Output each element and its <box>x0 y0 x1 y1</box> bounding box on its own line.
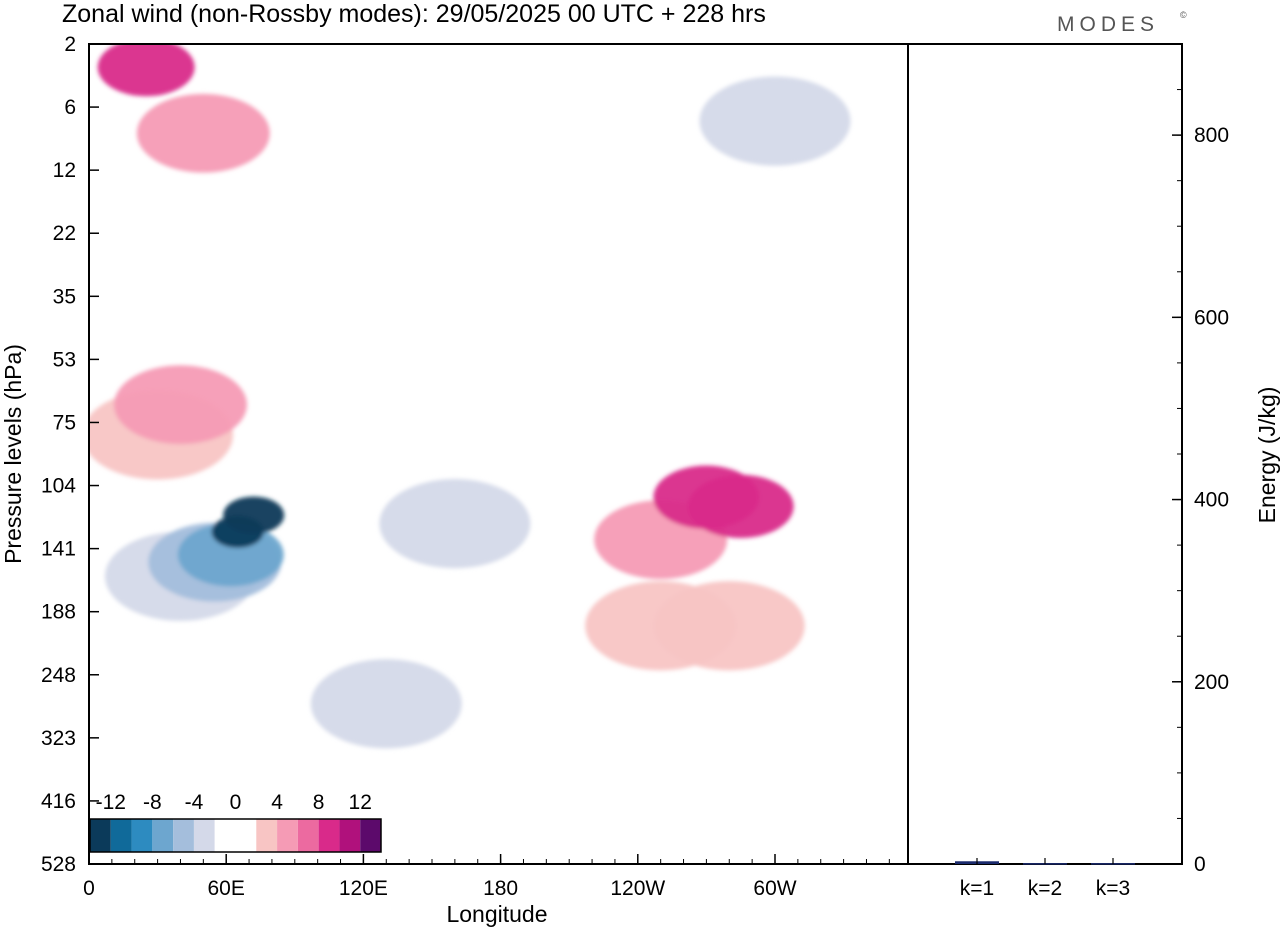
colorbar-label: -4 <box>185 791 204 814</box>
y-tick-label: 35 <box>53 285 76 308</box>
colorbar-swatch <box>277 819 298 852</box>
heatmap-region <box>379 479 531 569</box>
x-tick-label: 180 <box>483 877 518 900</box>
colorbar-label: 8 <box>313 791 325 814</box>
colorbar-swatch <box>318 819 340 852</box>
colorbar-swatch <box>297 819 319 852</box>
y-tick-label: 528 <box>41 853 76 876</box>
colorbar-frame <box>89 818 382 853</box>
heatmap-region <box>687 474 794 538</box>
heatmap-region <box>113 365 247 445</box>
x-tick-label: 60W <box>753 877 796 900</box>
x-axis-label: Longitude <box>446 901 547 927</box>
y-tick-label: 141 <box>41 538 76 561</box>
y-tick-label: 12 <box>53 159 76 182</box>
x-tick-label: 120W <box>610 877 665 900</box>
colorbar-label: 4 <box>271 791 283 814</box>
energy-panel: 0 200 400 600 800 k=1 k=2 k=3 <box>955 43 1229 900</box>
energy-tick-label: 400 <box>1194 489 1229 512</box>
energy-tick-label: 200 <box>1194 671 1229 694</box>
x-tick-label: 60E <box>208 877 245 900</box>
colorbar-label: -8 <box>143 791 162 814</box>
heatmap-region <box>653 581 805 671</box>
energy-category-label: k=2 <box>1028 877 1062 900</box>
heatmap-region <box>136 93 270 173</box>
colorbar-swatch <box>131 819 153 852</box>
brand-logo: MODES <box>1057 13 1159 36</box>
energy-category-label: k=1 <box>960 877 994 900</box>
colorbar-swatch <box>339 819 361 852</box>
y-tick-label: 323 <box>41 727 76 750</box>
heatmap-region <box>97 44 195 97</box>
heatmap-region <box>211 515 264 548</box>
colorbar: -12 -8 -4 0 4 8 12 <box>89 791 382 853</box>
heatmap-field <box>89 44 851 749</box>
x-tick-label: 120E <box>339 877 388 900</box>
y-tick-label: 2 <box>64 33 76 56</box>
colorbar-swatch <box>173 819 194 852</box>
y-tick-label: 104 <box>41 475 76 498</box>
colorbar-swatch <box>214 819 236 852</box>
y-tick-label: 188 <box>41 601 76 624</box>
colorbar-swatch <box>235 819 257 852</box>
y-tick-label: 22 <box>53 222 76 245</box>
colorbar-label: 12 <box>349 791 372 814</box>
y-tick-label: 53 <box>53 348 76 371</box>
y-tick-label: 416 <box>41 790 76 813</box>
colorbar-swatch <box>152 819 174 852</box>
y-axis: 2 6 12 22 35 53 75 104 141 188 248 323 416 528 <box>41 33 99 876</box>
energy-category-label: k=3 <box>1096 877 1130 900</box>
y-tick-label: 6 <box>64 96 76 119</box>
colorbar-swatch <box>90 819 111 852</box>
colorbar-swatch <box>360 819 381 852</box>
chart-title: Zonal wind (non-Rossby modes): 29/05/202… <box>62 0 766 28</box>
colorbar-label: -12 <box>96 791 126 814</box>
energy-tick-label: 600 <box>1194 306 1229 329</box>
y-tick-label: 248 <box>41 664 76 687</box>
colorbar-label: 0 <box>230 791 242 814</box>
y-tick-label: 75 <box>53 411 76 434</box>
energy-frame <box>907 43 1183 865</box>
energy-axis-label: Energy (J/kg) <box>1254 387 1280 524</box>
heatmap-region <box>699 76 851 166</box>
brand-mark: © <box>1180 10 1187 20</box>
x-axis: 0 60E 120E 180 120W 60W <box>83 854 890 900</box>
y-axis-label: Pressure levels (hPa) <box>0 344 26 564</box>
colorbar-swatch <box>110 819 132 852</box>
energy-tick-label: 800 <box>1194 124 1229 147</box>
colorbar-swatch <box>193 819 215 852</box>
heatmap-region <box>310 659 462 749</box>
x-tick-label: 0 <box>83 877 95 900</box>
colorbar-swatch <box>256 819 278 852</box>
energy-tick-label: 0 <box>1194 853 1206 876</box>
